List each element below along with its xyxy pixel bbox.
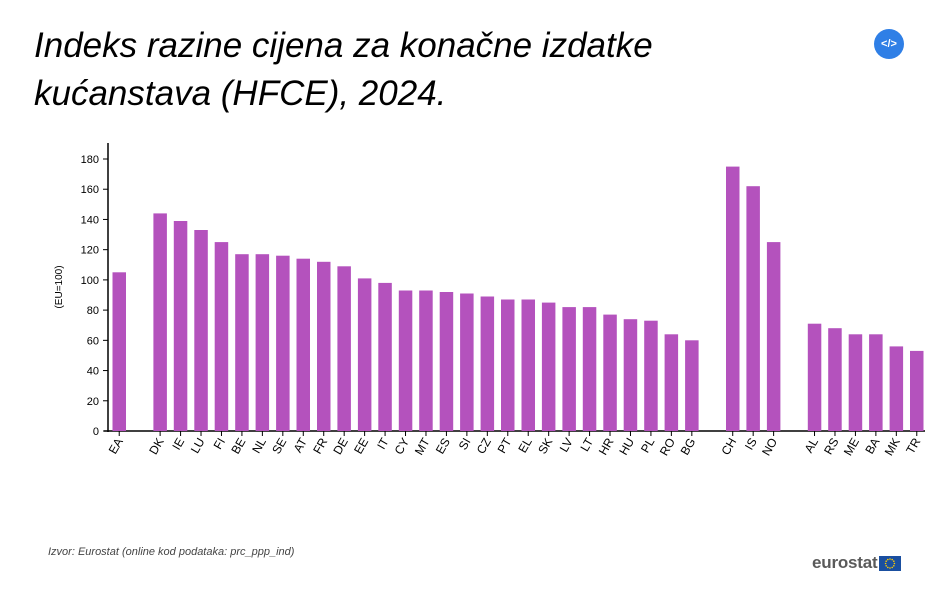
eu-flag-icon <box>879 555 902 571</box>
bar-lv <box>562 307 576 431</box>
code-icon: </> <box>881 38 897 50</box>
x-tick-label: NO <box>759 436 780 459</box>
chart-title: Indeks razine cijena za konačne izdatke … <box>34 26 653 113</box>
y-tick-label: 140 <box>81 214 99 226</box>
bar-chart: 0 20 40 60 80 100 120 140 160 180 (EU=100) EA DK IE LU… <box>54 143 925 459</box>
bar-no <box>766 242 781 431</box>
bar-se <box>276 255 290 431</box>
bar-ea <box>112 272 126 431</box>
bar-ch <box>726 166 740 431</box>
x-tick-label: RS <box>821 436 841 457</box>
y-tick-label: 40 <box>87 366 99 378</box>
bar-sk <box>541 302 556 431</box>
bar-si <box>460 293 474 431</box>
y-tick-label: 160 <box>81 184 99 196</box>
y-tick-label: 100 <box>81 275 99 287</box>
bar-mk <box>889 346 904 431</box>
y-tick-label: 0 <box>93 426 99 438</box>
bar-cy <box>398 290 413 431</box>
eurostat-logo-text: eurostat <box>812 553 878 572</box>
x-tick-label: IE <box>169 436 187 453</box>
x-tick-label: PL <box>638 435 658 455</box>
x-tick-label: BE <box>228 436 248 457</box>
x-tick-label: EL <box>515 435 535 455</box>
x-tick-label: AT <box>291 435 311 455</box>
x-tick-label: IT <box>374 435 392 452</box>
x-tick-label: PT <box>495 435 515 456</box>
bar-bg <box>685 340 699 431</box>
bar-me <box>848 334 863 431</box>
bar-de <box>337 266 351 431</box>
bar-al <box>807 323 822 431</box>
x-tick-label: MK <box>882 436 903 459</box>
x-tick-label: EA <box>106 436 126 457</box>
x-tick-label: RO <box>657 436 678 459</box>
x-tick-label: CY <box>392 436 412 457</box>
bar-dk <box>153 213 167 431</box>
y-tick-label: 180 <box>81 154 99 166</box>
x-tick-label: SI <box>456 436 474 453</box>
bar-ba <box>869 334 883 431</box>
bar-at <box>296 258 310 431</box>
y-tick-label: 120 <box>81 245 99 257</box>
x-tick-label: LT <box>578 435 597 454</box>
x-tick-label: SE <box>269 436 289 457</box>
x-tick-label: CH <box>719 436 740 458</box>
x-tick-label: MT <box>412 435 433 458</box>
x-tick-label: CZ <box>474 436 494 457</box>
bar-pl <box>644 320 658 431</box>
bar-fr <box>317 261 331 431</box>
embed-code-button[interactable]: </> <box>874 29 904 59</box>
x-tick-label: IS <box>742 436 760 453</box>
x-tick-label: HR <box>596 435 617 457</box>
x-tick-label: LV <box>557 436 576 455</box>
y-tick-label: 60 <box>87 335 99 347</box>
x-tick-label: ES <box>433 436 453 457</box>
bar-lt <box>582 307 597 431</box>
bar-rs <box>828 328 842 431</box>
x-tick-label: BA <box>862 436 882 457</box>
bar-be <box>235 254 249 431</box>
y-tick-label: 20 <box>87 396 99 408</box>
bar-is <box>746 186 760 431</box>
x-tick-label: DK <box>146 436 166 457</box>
bar-hr <box>603 314 617 431</box>
bar-es <box>439 292 454 431</box>
bar-nl <box>255 254 270 431</box>
x-tick-label: SK <box>535 436 555 457</box>
bar-ro <box>664 334 679 431</box>
bar-mt <box>419 290 433 431</box>
x-tick-label: AL <box>802 435 822 455</box>
bar-cz <box>480 296 495 431</box>
eurostat-logo: eurostat <box>812 553 902 573</box>
x-tick-label: HU <box>616 436 637 458</box>
bar-ie <box>173 221 188 431</box>
bar-el <box>521 299 535 431</box>
bar-tr <box>910 350 924 431</box>
bar-fi <box>214 242 229 431</box>
y-tick-label: 80 <box>87 305 99 317</box>
x-tick-label: LU <box>188 436 208 456</box>
bar-hu <box>623 319 638 431</box>
bar-ee <box>357 278 372 431</box>
source-note: Izvor: Eurostat (online kod podataka: pr… <box>48 546 295 558</box>
bar-it <box>378 282 392 431</box>
bar-lu <box>194 230 208 431</box>
x-tick-label: TR <box>903 435 923 456</box>
y-axis-label: (EU=100) <box>54 265 65 308</box>
x-tick-label: BG <box>678 436 699 458</box>
x-tick-label: ME <box>841 436 862 459</box>
x-tick-label: NL <box>249 435 269 456</box>
x-tick-label: FR <box>310 435 330 456</box>
bar-pt <box>501 299 515 431</box>
x-tick-label: DE <box>330 436 350 457</box>
x-tick-label: FI <box>211 436 228 452</box>
x-tick-label: EE <box>351 436 371 457</box>
